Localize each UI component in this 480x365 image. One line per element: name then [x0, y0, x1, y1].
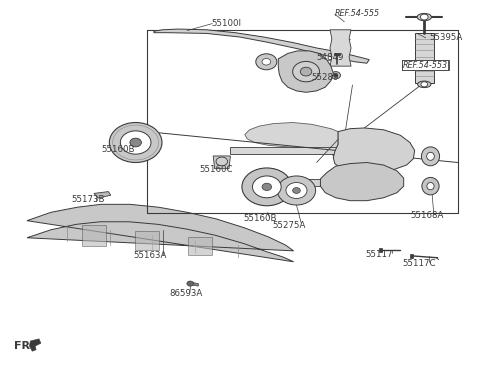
Polygon shape [192, 283, 198, 286]
Text: 55275A: 55275A [273, 221, 306, 230]
Polygon shape [334, 53, 340, 55]
Polygon shape [94, 192, 111, 198]
Text: 55160C: 55160C [199, 165, 233, 174]
Circle shape [286, 182, 307, 199]
Text: 54849: 54849 [317, 53, 344, 62]
Polygon shape [154, 29, 369, 63]
Circle shape [293, 61, 320, 82]
Circle shape [252, 176, 281, 198]
Text: 55163A: 55163A [134, 251, 167, 261]
Text: 55160B: 55160B [244, 214, 277, 223]
Circle shape [130, 138, 142, 147]
Circle shape [216, 157, 228, 166]
Ellipse shape [422, 177, 439, 195]
Text: REF.54-555: REF.54-555 [335, 9, 380, 18]
Polygon shape [135, 231, 159, 250]
Polygon shape [379, 248, 382, 251]
Circle shape [120, 131, 151, 154]
Text: 55100I: 55100I [211, 19, 241, 28]
Text: 55168A: 55168A [410, 211, 444, 220]
Text: REF.54-553: REF.54-553 [403, 61, 448, 70]
Polygon shape [278, 51, 333, 92]
Circle shape [242, 168, 292, 206]
Circle shape [262, 58, 271, 65]
Ellipse shape [417, 14, 432, 21]
Polygon shape [29, 339, 41, 351]
Circle shape [262, 183, 272, 191]
Circle shape [334, 74, 337, 77]
Text: 55173B: 55173B [72, 195, 105, 204]
Polygon shape [230, 147, 338, 154]
Polygon shape [82, 225, 106, 246]
Polygon shape [330, 30, 351, 66]
Text: FR.: FR. [14, 341, 35, 351]
Text: 55117C: 55117C [403, 259, 436, 268]
Polygon shape [415, 34, 434, 82]
Circle shape [293, 188, 300, 193]
Circle shape [300, 67, 312, 76]
Circle shape [109, 123, 162, 162]
Circle shape [331, 72, 340, 79]
Circle shape [421, 82, 428, 87]
Polygon shape [333, 128, 415, 172]
Polygon shape [27, 204, 294, 262]
Circle shape [187, 281, 193, 286]
Ellipse shape [427, 182, 434, 190]
Polygon shape [245, 123, 338, 158]
Polygon shape [188, 237, 212, 255]
Ellipse shape [421, 147, 440, 166]
Polygon shape [410, 254, 413, 258]
Text: REF.54-553: REF.54-553 [403, 61, 448, 70]
Polygon shape [321, 162, 404, 201]
Text: 86593A: 86593A [169, 289, 203, 298]
Text: 55160B: 55160B [101, 145, 135, 154]
Ellipse shape [418, 81, 431, 88]
Polygon shape [259, 179, 393, 186]
Circle shape [420, 14, 428, 20]
Circle shape [277, 176, 316, 205]
Text: 55395A: 55395A [429, 32, 462, 42]
Text: 55289: 55289 [312, 73, 339, 81]
Polygon shape [213, 156, 230, 169]
Text: 55117: 55117 [365, 250, 393, 259]
Circle shape [256, 54, 277, 70]
Ellipse shape [427, 152, 434, 160]
